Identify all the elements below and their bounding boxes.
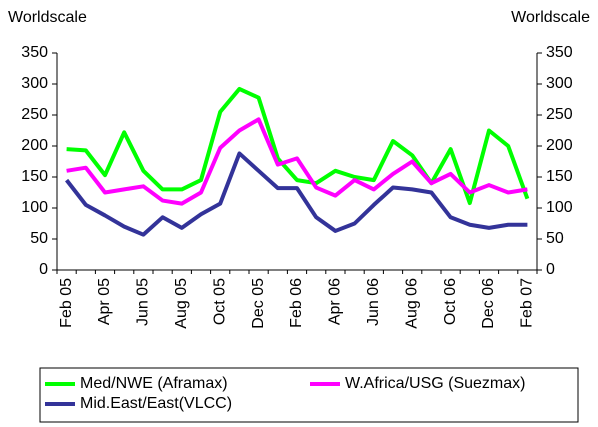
y-tick-label: 350 [21, 44, 48, 61]
x-tick-label: Aug 06 [403, 278, 420, 329]
y-axis-label: Worldscale [8, 9, 87, 26]
series-line [65, 151, 528, 237]
x-tick-label: Feb 05 [58, 278, 75, 328]
legend-box [39, 367, 579, 423]
y2-tick-label: 250 [546, 106, 573, 123]
series-line [66, 117, 528, 206]
x-tick-label: Dec 06 [480, 278, 497, 329]
x-tick-label: Feb 06 [288, 278, 305, 328]
x-tick-label: Jun 05 [135, 278, 152, 326]
y-tick-label: 100 [21, 199, 48, 216]
x-tick-label: Jun 06 [365, 278, 382, 326]
y-tick-label: 50 [30, 230, 48, 247]
legend-label: Mid.East/East(VLCC) [80, 395, 232, 412]
y-tick-label: 150 [21, 168, 48, 185]
y2-tick-label: 50 [546, 230, 564, 247]
y2-tick-label: 150 [546, 168, 573, 185]
x-tick-label: Oct 05 [211, 278, 228, 325]
series-line [66, 86, 530, 206]
x-tick-label: Oct 06 [442, 278, 459, 325]
y2-tick-label: 200 [546, 137, 573, 154]
legend-label: Med/NWE (Aframax) [80, 375, 228, 392]
y-tick-label: 200 [21, 137, 48, 154]
x-tick-label: Feb 07 [519, 278, 536, 328]
y2-tick-label: 100 [546, 199, 573, 216]
x-tick-label: Aug 05 [173, 278, 190, 329]
x-tick-label: Apr 05 [96, 278, 113, 325]
x-tick-label: Dec 05 [250, 278, 267, 329]
y-tick-label: 0 [39, 261, 48, 278]
y2-tick-label: 0 [546, 261, 555, 278]
y2-tick-label: 350 [546, 44, 573, 61]
legend-label: W.Africa/USG (Suezmax) [345, 375, 525, 392]
y-tick-label: 300 [21, 75, 48, 92]
y2-axis-label: Worldscale [511, 9, 590, 26]
y-tick-label: 250 [21, 106, 48, 123]
y2-tick-label: 300 [546, 75, 573, 92]
x-tick-label: Apr 06 [327, 278, 344, 325]
